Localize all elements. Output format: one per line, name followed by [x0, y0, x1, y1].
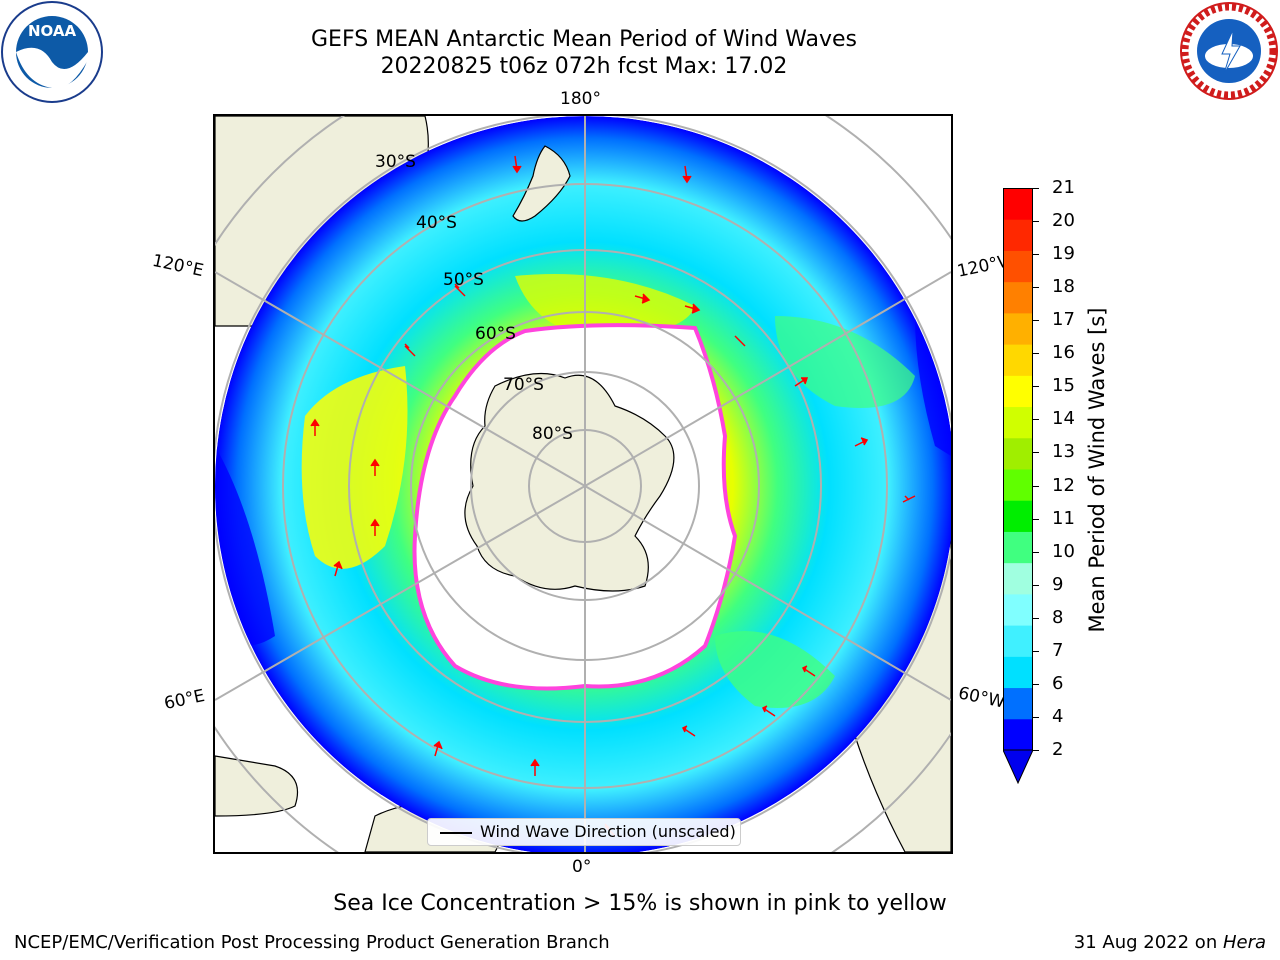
new-zealand-land	[512, 145, 571, 222]
colorbar	[1002, 188, 1034, 785]
colorbar-tick-mark	[1033, 419, 1039, 421]
colorbar-tick-label: 11	[1052, 507, 1075, 529]
colorbar-segment	[1003, 718, 1033, 751]
lat-label-50s: 50°S	[443, 270, 484, 290]
colorbar-tick-mark	[1033, 287, 1039, 289]
colorbar-tick-label: 15	[1052, 375, 1075, 397]
madagascar-land	[215, 755, 299, 817]
antarctica-land	[464, 372, 675, 592]
colorbar-segment	[1003, 469, 1033, 501]
colorbar-segment	[1003, 281, 1033, 314]
colorbar-segment	[1003, 406, 1033, 439]
noaa-logo: NOAA	[0, 0, 106, 106]
lon-label-0: 0°	[572, 857, 592, 877]
colorbar-tick-mark	[1033, 551, 1039, 553]
lat-label-60s: 60°S	[475, 324, 516, 344]
colorbar-segment	[1003, 437, 1033, 470]
colorbar-tick-mark	[1033, 485, 1039, 487]
colorbar-segment	[1003, 687, 1033, 720]
lon-label-60w: 60°W	[956, 683, 1007, 713]
colorbar-tick-label: 20	[1052, 210, 1075, 232]
colorbar-tick-label: 18	[1052, 276, 1075, 298]
credit-text: NCEP/EMC/Verification Post Processing Pr…	[14, 932, 610, 953]
map-legend: Wind Wave Direction (unscaled)	[427, 818, 741, 846]
lon-label-120e: 120°E	[150, 250, 206, 282]
colorbar-segment	[1003, 219, 1033, 251]
colorbar-tick-mark	[1033, 320, 1039, 322]
legend-label: Wind Wave Direction (unscaled)	[480, 822, 736, 841]
colorbar-tick-label: 10	[1052, 540, 1075, 562]
colorbar-tick-mark	[1033, 254, 1039, 256]
polar-map	[213, 114, 953, 854]
lat-label-70s: 70°S	[503, 375, 544, 395]
lat-label-80s: 80°S	[532, 424, 573, 444]
lon-label-180: 180°	[560, 89, 601, 109]
colorbar-tick-label: 8	[1052, 606, 1064, 628]
svg-text:NOAA: NOAA	[28, 22, 77, 40]
colorbar-segment	[1003, 344, 1033, 376]
colorbar-tick-mark	[1033, 617, 1039, 619]
colorbar-segment	[1003, 562, 1033, 595]
colorbar-label: Mean Period of Wind Waves [s]	[1085, 307, 1109, 633]
colorbar-tick-mark	[1033, 221, 1039, 223]
colorbar-tick-mark	[1033, 452, 1039, 454]
colorbar-tick-label: 6	[1052, 672, 1064, 694]
colorbar-segment	[1003, 312, 1033, 345]
colorbar-under-arrow	[1002, 749, 1034, 785]
colorbar-tick-label: 21	[1052, 177, 1075, 198]
colorbar-outline	[1003, 188, 1033, 751]
machine-name: Hera	[1222, 932, 1266, 953]
colorbar-tick-label: 16	[1052, 342, 1075, 364]
colorbar-segment	[1003, 625, 1033, 657]
wave-direction-arrows	[310, 155, 916, 837]
colorbar-segment	[1003, 531, 1033, 564]
chart-subtitle: 20220825 t06z 072h fcst Max: 17.02	[380, 54, 788, 79]
colorbar-tick-mark	[1033, 716, 1039, 718]
map-canvas	[215, 116, 951, 852]
legend-line-swatch	[440, 832, 472, 834]
colorbar-tick-mark	[1033, 188, 1039, 189]
lat-label-40s: 40°S	[416, 213, 457, 233]
colorbar-svg	[1002, 188, 1034, 785]
colorbar-tick-mark	[1033, 650, 1039, 652]
date-label: 31 Aug 2022 on	[1073, 932, 1223, 953]
nws-logo	[1178, 0, 1280, 102]
colorbar-segment	[1003, 656, 1033, 689]
colorbar-segment	[1003, 250, 1033, 283]
graticule	[215, 116, 951, 852]
colorbar-tick-label: 13	[1052, 441, 1075, 463]
colorbar-tick-mark	[1033, 386, 1039, 388]
colorbar-tick-mark	[1033, 353, 1039, 355]
colorbar-segment	[1003, 188, 1033, 220]
colorbar-tick-mark	[1033, 518, 1039, 520]
colorbar-tick-label: 12	[1052, 474, 1075, 496]
sea-ice-note: Sea Ice Concentration > 15% is shown in …	[333, 891, 947, 916]
colorbar-tick-label: 14	[1052, 408, 1075, 430]
colorbar-tick-mark	[1033, 683, 1039, 685]
colorbar-segment	[1003, 375, 1033, 408]
colorbar-tick-mark	[1033, 584, 1039, 586]
colorbar-tick-label: 2	[1052, 739, 1064, 760]
colorbar-tick-label: 4	[1052, 705, 1064, 727]
colorbar-tick-label: 7	[1052, 639, 1064, 661]
date-text: 31 Aug 2022 on Hera	[1074, 932, 1266, 953]
lat-label-30s: 30°S	[375, 152, 416, 172]
colorbar-segment	[1003, 593, 1033, 626]
colorbar-tick-label: 9	[1052, 573, 1064, 595]
colorbar-tick-mark	[1033, 750, 1039, 751]
colorbar-segment	[1003, 500, 1033, 532]
colorbar-tick-label: 19	[1052, 243, 1075, 265]
chart-title: GEFS MEAN Antarctic Mean Period of Wind …	[311, 27, 857, 52]
lon-label-60e: 60°E	[162, 685, 207, 715]
colorbar-tick-label: 17	[1052, 309, 1075, 331]
